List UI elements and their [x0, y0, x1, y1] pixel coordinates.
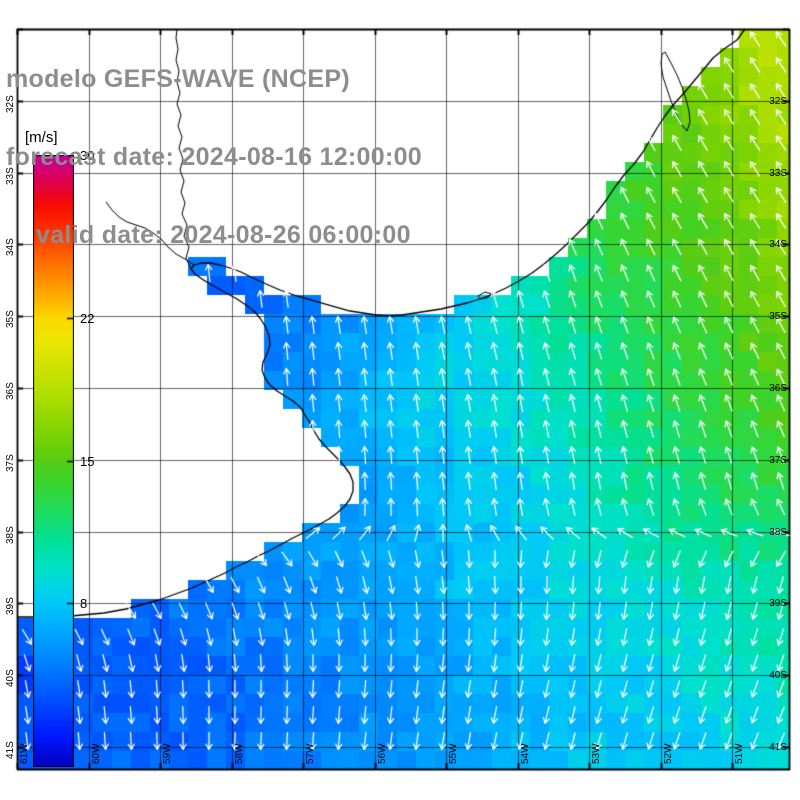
- title-forecast-date-line: forecast date: 2024-08-16 12:00:00: [6, 143, 422, 171]
- lon-label: 55W: [448, 743, 459, 764]
- lat-label-left: 39S: [5, 597, 16, 616]
- lat-label-left: 38S: [5, 525, 16, 544]
- lat-label-right: 34S: [769, 239, 787, 251]
- lon-label: 57W: [305, 743, 316, 764]
- lat-label-left: 36S: [5, 382, 16, 400]
- colorbar-tick-label: 30: [80, 148, 95, 163]
- lat-label-right: 35S: [769, 311, 787, 323]
- title-valid-date-line: valid date: 2024-08-26 06:00:00: [36, 221, 411, 249]
- title-model-line: modelo GEFS-WAVE (NCEP): [6, 65, 350, 93]
- lat-label-right: 38S: [769, 526, 787, 538]
- colorbar-tick-label: 22: [80, 310, 95, 326]
- lon-label: 60W: [90, 743, 102, 764]
- lon-label: 51W: [734, 743, 745, 764]
- lon-label: 56W: [376, 743, 388, 764]
- lat-label-right: 40S: [769, 670, 787, 682]
- lat-label-right: 36S: [769, 383, 787, 394]
- lon-label: 58W: [233, 743, 245, 764]
- colorbar-gradient: [33, 155, 74, 767]
- colorbar-tick-label: 8: [80, 596, 88, 612]
- lon-label: 53W: [591, 743, 602, 764]
- colorbar-tick-label: 15: [80, 453, 95, 469]
- lon-label: 52W: [662, 743, 674, 764]
- forecast-title: modelo GEFS-WAVE (NCEP) forecast date: 2…: [6, 14, 422, 300]
- lat-label-left: 35S: [5, 310, 16, 329]
- lat-label-right: 41S: [769, 742, 787, 753]
- lat-label-right: 39S: [769, 598, 787, 610]
- lat-label-left: 37S: [5, 454, 16, 472]
- lon-label: 59W: [162, 743, 173, 764]
- lat-label-right: 33S: [769, 167, 787, 179]
- lat-label-right: 32S: [769, 95, 787, 107]
- lat-label-right: 37S: [769, 454, 787, 466]
- lon-label: 54W: [519, 743, 531, 764]
- colorbar-unit-label: [m/s]: [25, 129, 58, 146]
- lat-label-left: 41S: [5, 741, 16, 759]
- lon-label: 61W: [19, 743, 30, 764]
- lat-label-left: 40S: [5, 669, 16, 688]
